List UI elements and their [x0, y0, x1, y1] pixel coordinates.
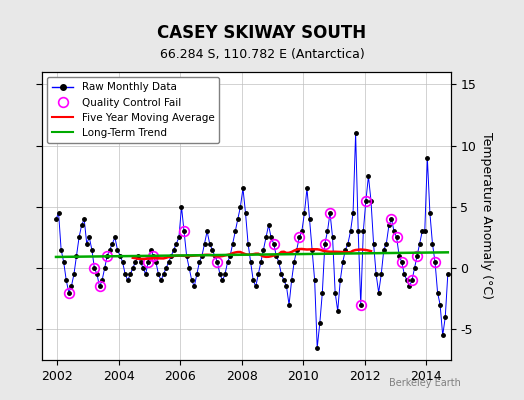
- Text: CASEY SKIWAY SOUTH: CASEY SKIWAY SOUTH: [157, 24, 367, 42]
- Legend: Raw Monthly Data, Quality Control Fail, Five Year Moving Average, Long-Term Tren: Raw Monthly Data, Quality Control Fail, …: [47, 77, 220, 143]
- Text: 66.284 S, 110.782 E (Antarctica): 66.284 S, 110.782 E (Antarctica): [160, 48, 364, 61]
- Text: Berkeley Earth: Berkeley Earth: [389, 378, 461, 388]
- Y-axis label: Temperature Anomaly (°C): Temperature Anomaly (°C): [480, 132, 493, 300]
